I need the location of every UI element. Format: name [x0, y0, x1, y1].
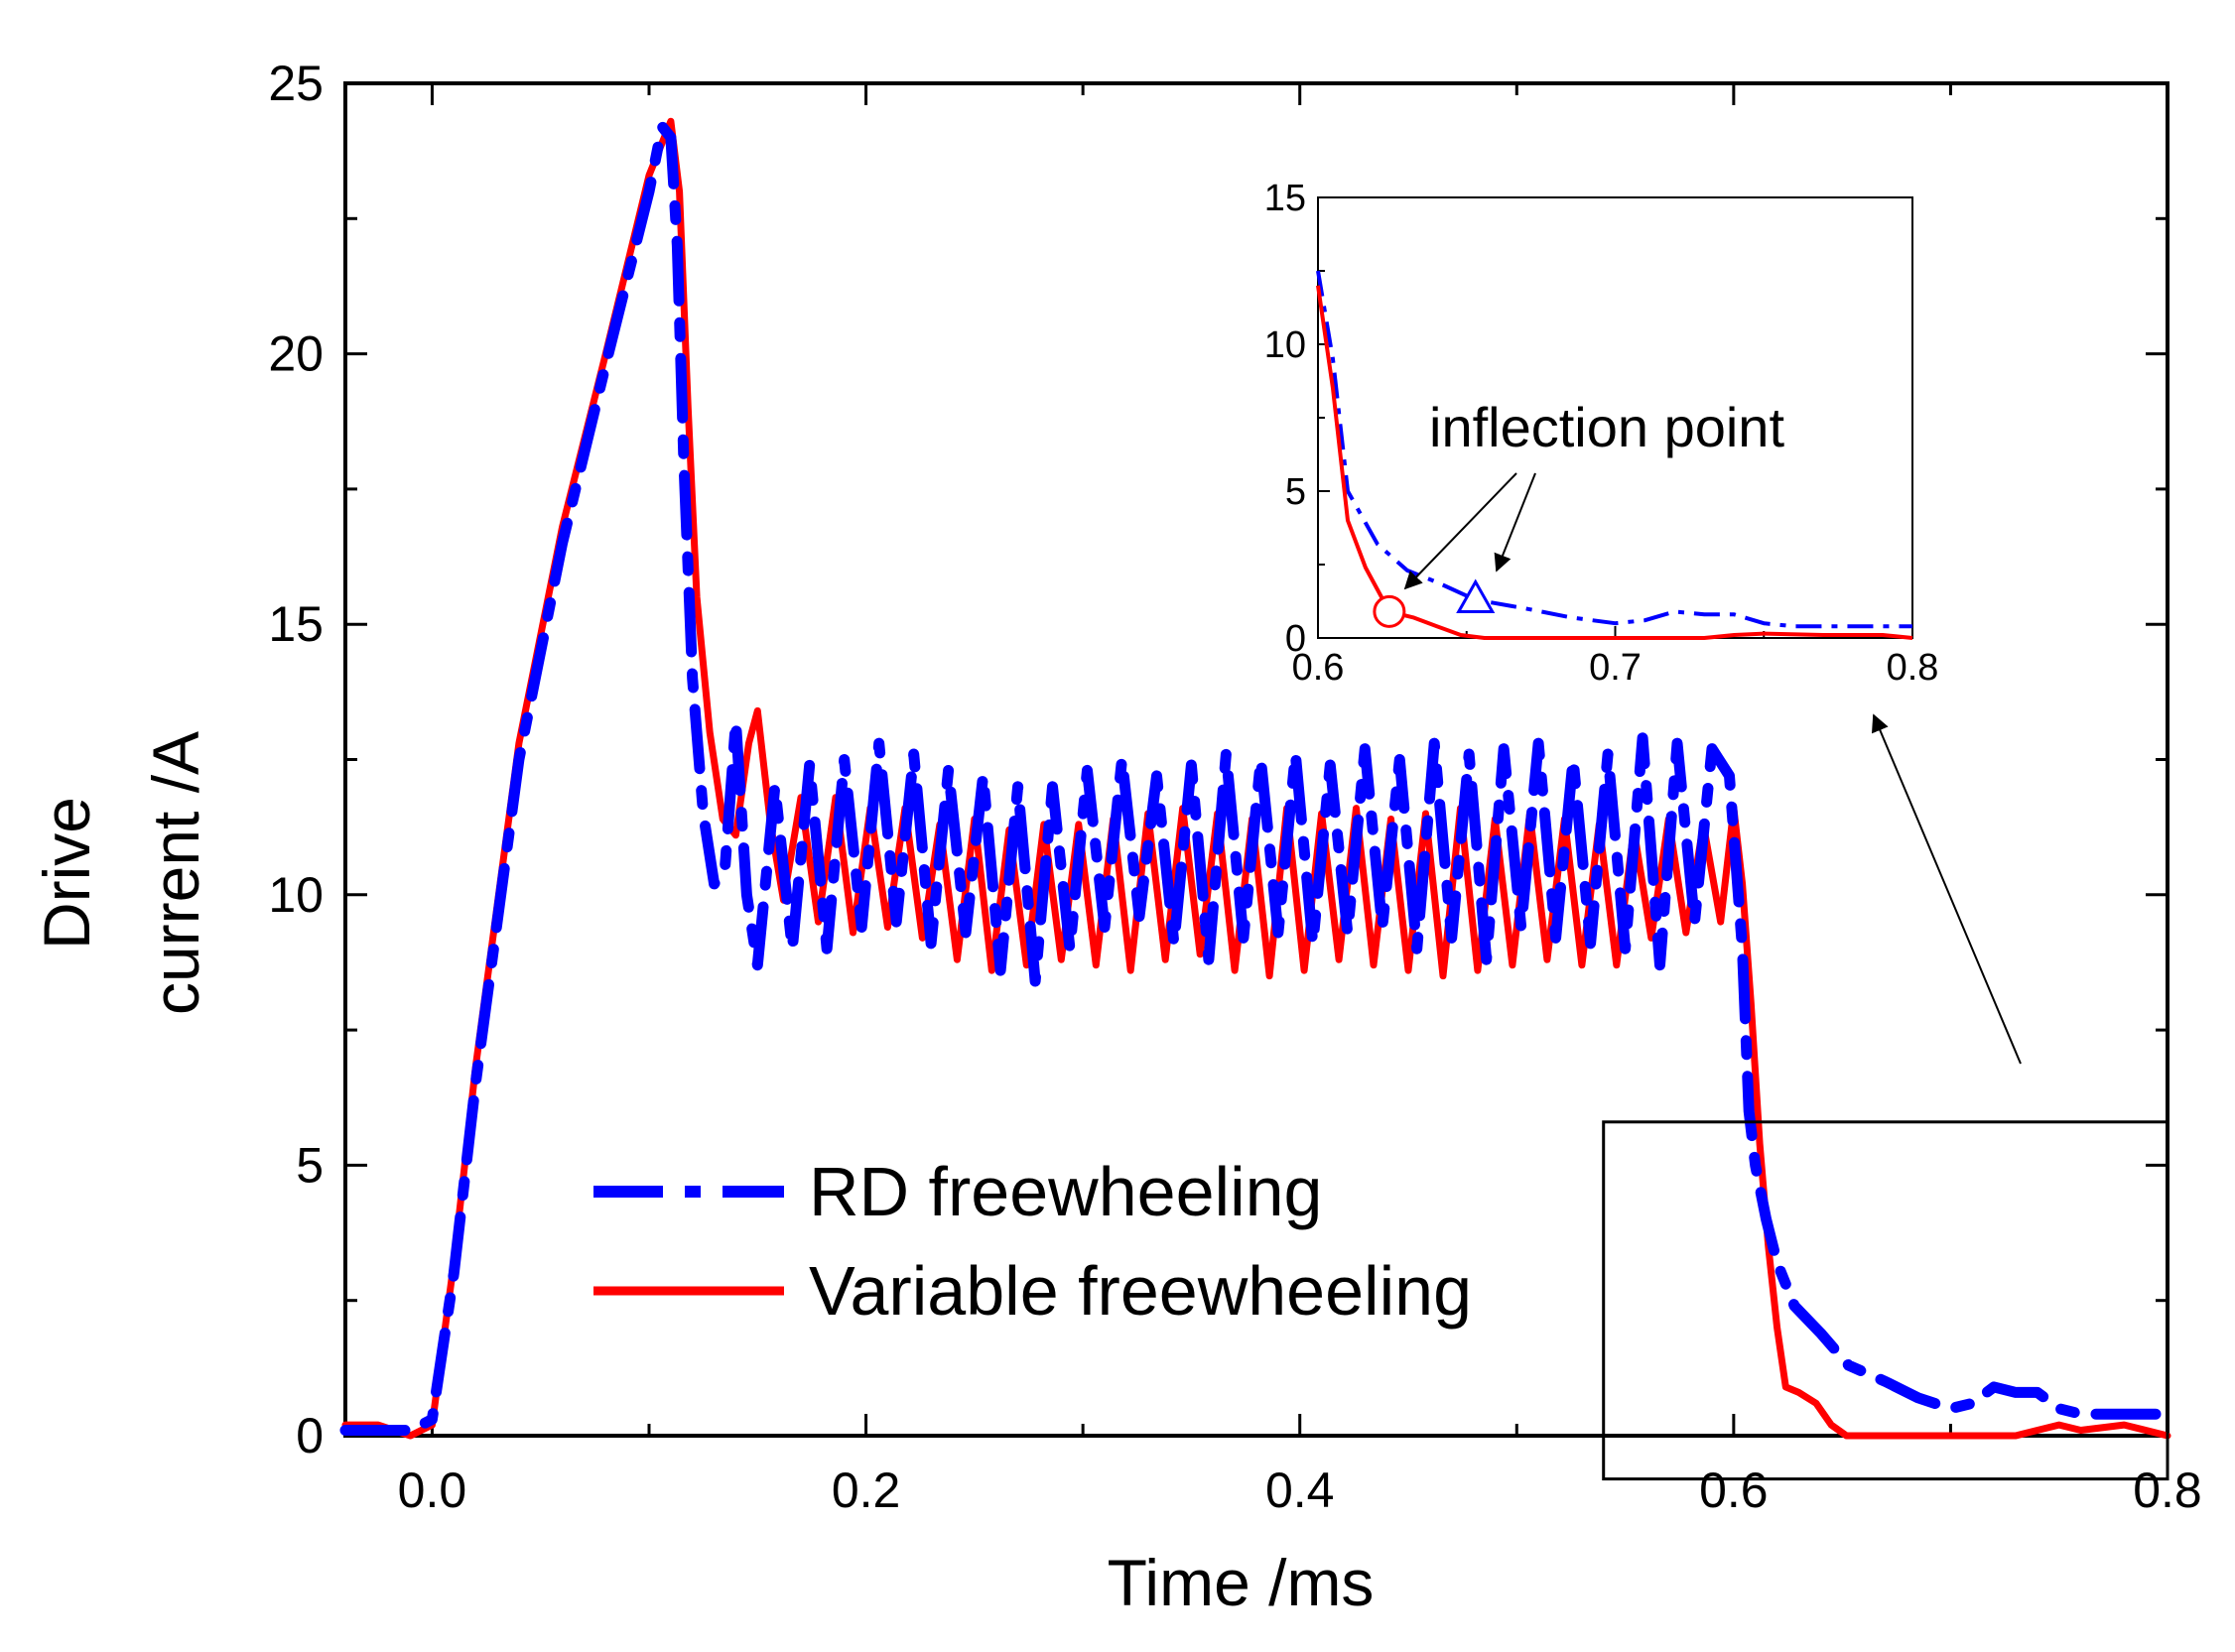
y-axis-title-line1: Drive — [30, 797, 103, 950]
x-tick-label: 0.6 — [1699, 1462, 1769, 1518]
inset-ticks: 0.6 0.7 0.8 0 5 10 15 — [1264, 178, 1939, 689]
inset-x-tick-label: 0.6 — [1292, 647, 1345, 689]
inset-series-line-variable-freewheeling — [1316, 285, 1913, 640]
inset-x-tick-label: 0.8 — [1887, 647, 1939, 689]
series-line-rd-freewheeling — [339, 121, 2173, 1436]
inset-y-tick-label: 15 — [1264, 178, 1306, 219]
x-tick-label: 0.2 — [832, 1462, 901, 1518]
main-series — [339, 117, 2173, 1440]
inflection-point-annotation: inflection point — [1429, 396, 1784, 458]
inset-series-line-rd-freewheeling — [1316, 270, 1912, 629]
inset-x-tick-label: 0.7 — [1589, 647, 1642, 689]
inset-y-tick-label: 10 — [1264, 324, 1306, 366]
inset-markers — [1373, 578, 1496, 628]
y-tick-label: 25 — [268, 56, 324, 111]
inflection-marker-circle — [1373, 594, 1406, 628]
y-tick-label: 10 — [268, 867, 324, 923]
inflection-marker-triangle — [1456, 578, 1496, 614]
annotation-arrow-circle — [1403, 472, 1517, 590]
zoom-region-box — [1602, 1120, 2169, 1481]
y-tick-label: 15 — [268, 596, 324, 652]
inset-plot-area — [1317, 196, 1913, 639]
y-tick-label: 20 — [268, 326, 324, 382]
legend-label-variable: Variable freewheeling — [809, 1252, 1472, 1330]
legend: RD freewheeling Variable freewheeling — [593, 1153, 1472, 1330]
x-tick-label: 0.0 — [398, 1462, 467, 1518]
annotation-arrow-triangle — [1494, 472, 1536, 572]
inset-series — [1316, 270, 1913, 640]
y-tick-label: 5 — [296, 1137, 324, 1193]
legend-label-rd: RD freewheeling — [809, 1153, 1322, 1230]
y-tick-label: 0 — [296, 1408, 324, 1463]
x-axis-title: Time /ms — [1108, 1546, 1375, 1619]
x-tick-label: 0.4 — [1265, 1462, 1335, 1518]
main-ticks: 0.0 0.2 0.4 0.6 0.8 0 5 10 15 20 25 — [268, 56, 2201, 1518]
y-axis-title-line2: current /A — [139, 731, 212, 1015]
inset-y-tick-label: 0 — [1285, 618, 1306, 660]
inset-y-tick-label: 5 — [1285, 471, 1306, 513]
zoom-callout-arrow — [1872, 713, 2022, 1065]
